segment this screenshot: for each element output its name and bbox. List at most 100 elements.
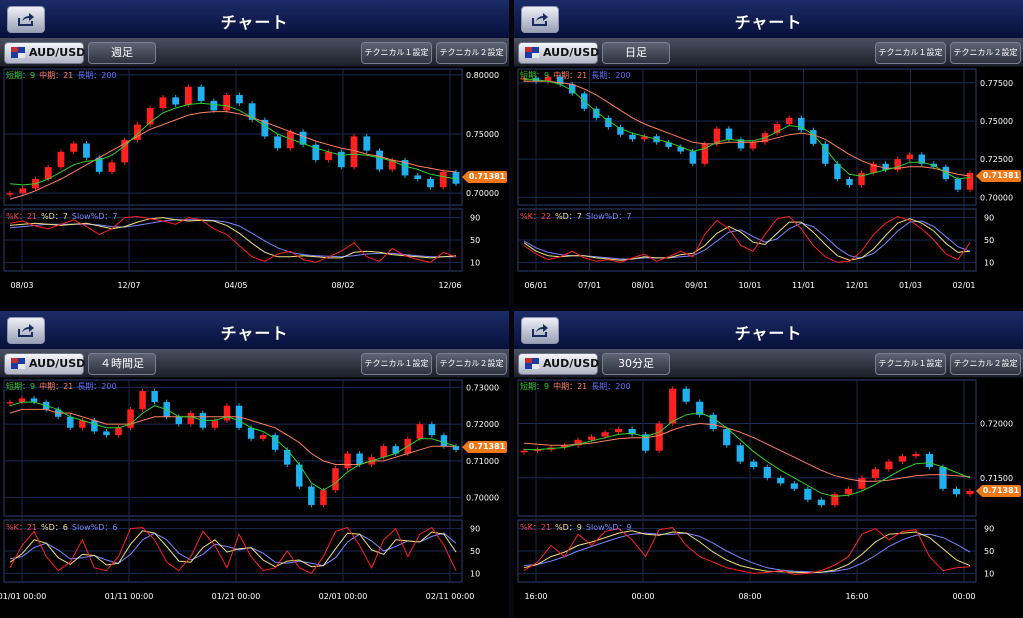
currency-pair-button[interactable]: AUD/USD [518,353,599,375]
title-bar: チャート [0,0,509,38]
x-tick-label: 12/06 [438,281,461,290]
x-tick-label: 07/01 [578,281,601,290]
chart-area: 06/01 07/01 08/01 09/01 10/01 11/01 12/01 01/03… [514,67,1023,307]
share-button[interactable] [7,6,45,33]
page-title: チャート [734,13,803,32]
period-button[interactable]: ４時間足 [88,353,156,375]
candle-body [918,154,926,164]
candle-body [858,172,865,186]
share-button[interactable] [521,317,559,344]
candle-body [91,420,98,432]
y-tick-label: 0.72500 [980,155,1013,164]
candle-body [223,405,231,421]
candle-body [628,428,636,435]
candle-body [773,124,781,134]
candle-body [70,143,78,152]
candle-body [701,143,709,164]
candle-body [533,449,542,452]
candle-body [750,461,758,468]
technical-1-settings-button[interactable]: テクニカル１設定 [875,353,946,375]
candle-body [18,398,26,403]
technical-2-settings-button[interactable]: テクニカル２設定 [436,42,507,64]
stoch-tick-label: 10 [470,569,480,578]
currency-pair-button[interactable]: AUD/USD [518,42,599,64]
candle-body [159,97,167,109]
technical-1-settings-button[interactable]: テクニカル１設定 [361,42,432,64]
ma-legend: 短期：9 中期：21 長期：200 [6,70,121,81]
candle-body [380,446,387,458]
stoch-tick-label: 50 [984,236,994,245]
x-tick-label: 01/11 00:00 [105,592,154,601]
stoch-k-line [523,526,971,576]
stoch-d-line [523,530,971,574]
period-button[interactable]: 日足 [602,42,670,64]
period-button[interactable]: 30分足 [602,353,670,375]
candle-body [414,175,422,179]
current-price-tag: 0.71381 [462,170,507,183]
technical-1-settings-button[interactable]: テクニカル１設定 [361,353,432,375]
x-tick-label: 08/01 [631,281,654,290]
current-price-tag: 0.71381 [462,440,507,453]
x-tick-label: 12/01 [845,281,868,290]
period-button[interactable]: 週足 [88,42,156,64]
ma-short-label: 短期：9 [520,71,550,80]
candle-body [669,388,677,424]
technical-2-settings-button[interactable]: テクニカル２設定 [436,353,507,375]
candle-body [870,163,877,173]
technical-1-settings-button[interactable]: テクニカル１設定 [875,42,946,64]
share-icon [18,13,34,26]
technical-2-settings-button[interactable]: テクニカル２設定 [950,353,1021,375]
page-title: チャート [734,324,803,343]
technical-2-settings-button[interactable]: テクニカル２設定 [950,42,1021,64]
candle-body [966,490,974,495]
ma-short-line [9,401,457,491]
share-button[interactable] [7,317,45,344]
candle-body [332,468,339,491]
stoch-legend: %K：21 %D：7 Slow%D：7 [6,211,121,222]
stoch-tick-label: 10 [470,258,480,267]
stoch-tick-label: 50 [470,236,480,245]
stoch-tick-label: 50 [470,547,480,556]
candle-body [356,453,363,465]
candle-body [642,434,650,451]
ma-legend: 短期：9 中期：21 長期：200 [6,381,121,392]
stoch-k-label: %K：21 [520,523,552,532]
y-tick-label: 0.71000 [466,457,499,466]
candle-body [344,453,351,469]
candle-body [858,477,866,489]
candle-body [108,162,116,172]
candle-body [696,401,704,415]
current-price-tag: 0.71381 [976,170,1021,183]
share-button[interactable] [521,6,559,33]
candle-body [520,78,528,80]
stoch-d-line [9,217,457,259]
ma-long-label: 長期：200 [591,382,631,391]
x-tick-label: 01/01 00:00 [0,592,46,601]
ma-short-label: 短期：9 [6,71,36,80]
stoch-slow-label: Slow%D：6 [71,523,118,532]
candle-body [172,97,180,105]
title-bar: チャート [514,311,1023,349]
candle-body [259,435,267,439]
chart-toolbar: AUD/USD 30分足 テクニカル１設定 テクニカル２設定 [514,349,1023,378]
candle-body [151,391,158,403]
currency-pair-button[interactable]: AUD/USD [4,42,85,64]
chart-area: 08/03 12/07 04/05 08/02 12/06 0.80000 0.75000 0… [0,67,509,307]
candle-body [844,488,852,495]
candle-body [6,193,14,195]
candle-body [831,494,839,506]
candle-body [709,414,717,429]
stoch-k-line [9,526,457,575]
flag-icon [11,47,25,58]
candle-body [737,139,745,149]
currency-pair-button[interactable]: AUD/USD [4,353,85,375]
candle-body [175,416,182,425]
candle-body [939,467,947,489]
candle-body [67,416,74,428]
candle-body [428,424,436,436]
candle-body [617,127,624,135]
chart-toolbar: AUD/USD ４時間足 テクニカル１設定 テクニカル２設定 [0,349,509,378]
ma-long-label: 長期：200 [77,382,117,391]
candle-body [665,142,672,147]
chart-panel-2: チャート AUD/USD 日足 テクニカル１設定 テクニカル２設定 06/01 07/01 0… [514,0,1023,307]
